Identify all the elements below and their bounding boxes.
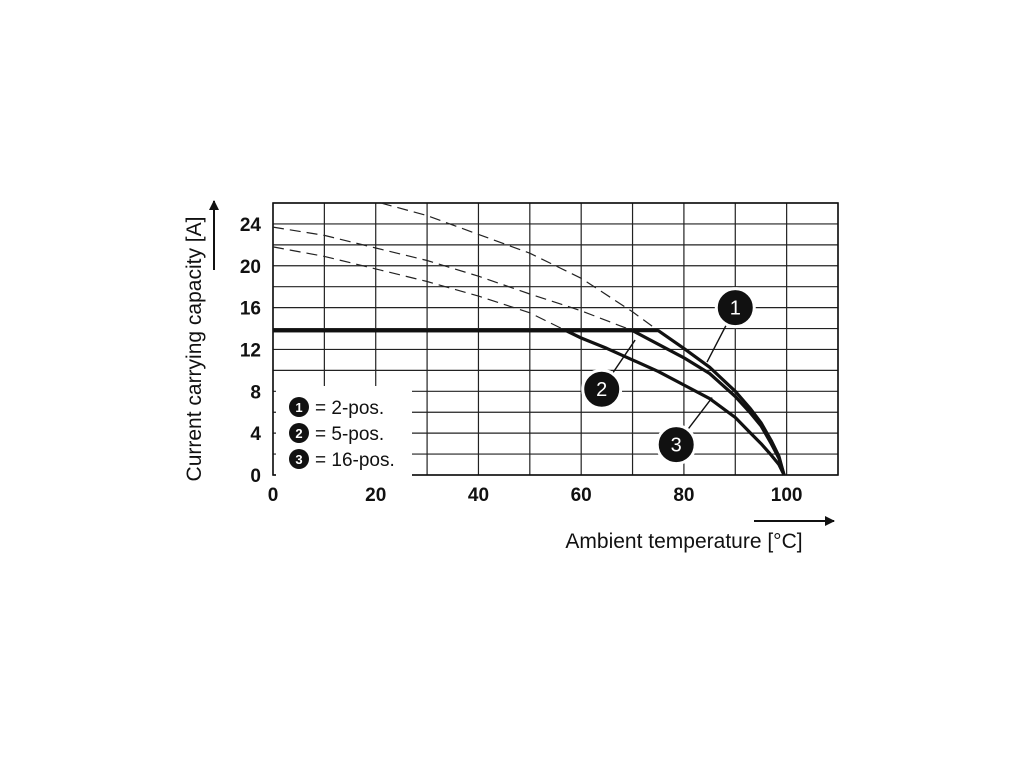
legend-label: = 5-pos. (315, 424, 384, 445)
legend-marker-number: 1 (295, 400, 302, 415)
series-2-dashed-line (272, 226, 633, 332)
callout-1-marker (714, 287, 756, 329)
callout-2-label: 2 (596, 379, 607, 401)
legend-label: = 2-pos. (315, 398, 384, 419)
y-tick-label: 12 (240, 340, 261, 361)
series-callouts: 1 2 3 (581, 287, 756, 466)
legend-marker-number: 3 (295, 452, 302, 467)
legend-marker-1 (289, 397, 309, 417)
callout-3-marker (655, 424, 697, 466)
x-tick-label: 20 (365, 485, 386, 506)
series-2-solid-line (273, 329, 786, 476)
series-1-dashed-line (380, 202, 659, 332)
legend-label: = 16-pos. (315, 450, 395, 471)
y-tick-label: 16 (240, 299, 261, 320)
y-axis-title: Current carrying capacity [A] (183, 217, 206, 482)
plot-series (272, 202, 786, 476)
y-tick-label: 4 (250, 424, 261, 445)
axis-titles: Ambient temperature [°C] Current carryin… (183, 200, 835, 553)
legend-marker-2 (289, 423, 309, 443)
x-axis-title: Ambient temperature [°C] (565, 530, 802, 553)
x-tick-label: 40 (468, 485, 489, 506)
legend-marker-3 (289, 449, 309, 469)
legend-marker-number: 2 (295, 426, 302, 441)
y-tick-label: 0 (250, 466, 261, 487)
plot-grid (272, 202, 839, 476)
x-tick-label: 100 (771, 485, 803, 506)
x-tick-label: 60 (571, 485, 592, 506)
plot-frame (272, 202, 839, 476)
callout-2-marker (581, 368, 623, 410)
x-tick-label: 80 (673, 485, 694, 506)
legend: 1 = 2-pos. 2 = 5-pos. 3 = 16-pos. (276, 386, 412, 478)
y-tick-label: 8 (250, 382, 261, 403)
series-3-dashed-line (272, 246, 567, 332)
callout-3-label: 3 (671, 435, 682, 457)
y-tick-label: 20 (240, 257, 261, 278)
series-3-solid-line (273, 329, 786, 476)
y-tick-label: 24 (240, 215, 262, 236)
callout-1-label: 1 (730, 298, 741, 320)
x-tick-label: 0 (268, 485, 279, 506)
